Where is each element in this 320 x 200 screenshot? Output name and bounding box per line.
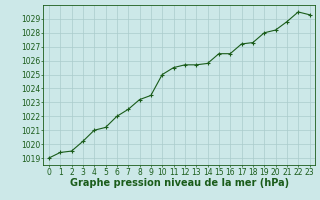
X-axis label: Graphe pression niveau de la mer (hPa): Graphe pression niveau de la mer (hPa) bbox=[70, 178, 289, 188]
